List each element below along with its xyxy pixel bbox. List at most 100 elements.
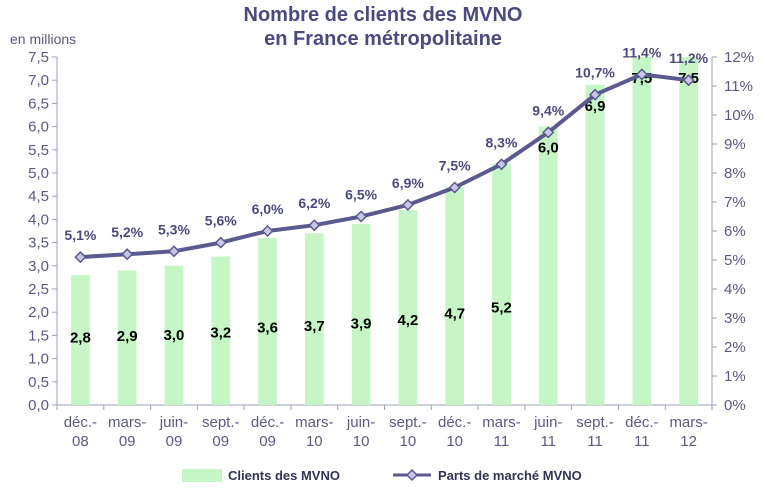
bar (585, 84, 605, 405)
y-tick-label: 3,5 (28, 235, 49, 252)
y-tick-label: 0,5 (28, 374, 49, 391)
y-tick-label: 4,5 (28, 188, 49, 205)
y2-tick-label: 2% (724, 339, 746, 356)
unit-label: en millions (10, 31, 76, 47)
bar-value-label: 4,7 (444, 306, 465, 323)
line-marker (401, 198, 414, 211)
x-tick-label-line2: 10 (306, 433, 323, 450)
line-marker (121, 248, 134, 261)
y-tick-label: 2,0 (28, 304, 49, 321)
x-ticks: déc.- 08 mars- 09 juin- 09 sept.- 09 déc.- 09 mars… (56, 405, 713, 450)
x-tick-label-line1: déc.- (64, 414, 97, 431)
bar (398, 210, 418, 405)
x-tick-label-line1: déc.- (625, 414, 658, 431)
x-tick-label-line1: sept.- (576, 414, 614, 431)
bar (258, 237, 277, 405)
line-value-label: 10,7% (575, 65, 615, 81)
x-tick-label-line1: déc.- (251, 414, 284, 431)
legend-marker (405, 468, 419, 482)
line-marker (308, 219, 321, 232)
y2-tick-label: 6% (724, 223, 746, 240)
bar (211, 256, 231, 405)
x-tick-label-line1: juin- (159, 414, 188, 431)
bar (632, 57, 652, 405)
y-tick-label: 1,5 (28, 327, 49, 344)
bar-value-label: 2,8 (70, 329, 91, 346)
x-tick-label-line2: 09 (119, 433, 136, 450)
x-tick-label-line1: juin- (346, 414, 375, 431)
line-value-label: 5,3% (158, 221, 190, 237)
bar (164, 265, 184, 405)
x-tick-label-line1: sept.- (202, 414, 240, 431)
y2-tick-label: 10% (724, 107, 754, 124)
line-value-label: 11,4% (622, 44, 661, 60)
line-marker (448, 181, 461, 194)
bar-value-label: 6,0 (538, 140, 559, 157)
y2-tick-label: 7% (724, 194, 746, 211)
x-tick-label-line2: 11 (587, 433, 603, 450)
y2-tick-label: 12% (724, 49, 754, 66)
bar (679, 57, 698, 405)
line-markers (74, 68, 695, 264)
x-tick-label-line2: 12 (680, 433, 697, 450)
line-marker (355, 210, 368, 223)
y2-tick-label: 11% (724, 78, 753, 95)
y-tick-label: 6,5 (28, 95, 49, 112)
line-marker (635, 68, 648, 81)
x-tick-label-line2: 08 (72, 433, 89, 450)
line-marker (74, 251, 87, 264)
chart-title-line2: en France métropolitaine (264, 28, 502, 50)
line-value-label: 5,6% (205, 213, 237, 229)
x-tick-label-line1: déc.- (438, 414, 471, 431)
y-ticks-left: 0,0 0,5 1,0 1,5 2,0 2,5 3,0 3,5 4,0 4,5 5,0 5,5 6,0 6… (28, 49, 57, 414)
line-marker (167, 245, 181, 258)
line-value-label: 5,1% (64, 227, 96, 243)
y-ticks-right: 0% 1% 2% 3% 4% 5% 6% 7% 8% 9% 10% 11% 12% (712, 49, 754, 414)
x-tick-label-line2: 11 (634, 433, 650, 450)
y2-tick-label: 1% (724, 368, 746, 385)
y-tick-label: 7,0 (28, 72, 49, 89)
bar (538, 126, 558, 405)
x-tick-label-line2: 11 (540, 433, 556, 450)
x-tick-label-line2: 10 (353, 433, 370, 450)
x-tick-label-line1: mars- (108, 414, 146, 431)
bar (304, 233, 324, 405)
bar-value-label: 3,2 (210, 324, 231, 341)
y-tick-label: 7,5 (28, 49, 49, 66)
line-marker (495, 158, 508, 171)
x-tick-label-line2: 09 (212, 433, 229, 450)
bar (71, 275, 90, 405)
y-tick-label: 3,0 (28, 258, 49, 275)
line-marker (214, 236, 227, 249)
x-tick-label-line1: juin- (533, 414, 562, 431)
bar (492, 163, 511, 405)
bar-value-label: 4,2 (397, 312, 418, 329)
y-tick-label: 2,5 (28, 281, 49, 298)
x-tick-label-line2: 10 (400, 433, 417, 450)
chart-title-line1: Nombre de clients des MVNO (244, 4, 523, 26)
bar-value-label: 3,6 (257, 319, 278, 336)
y2-tick-label: 3% (724, 310, 746, 327)
y2-tick-label: 9% (724, 136, 746, 153)
legend-label-line: Parts de marché MVNO (438, 468, 582, 483)
bar (117, 270, 137, 405)
market-share-line (80, 72, 689, 260)
line-value-label: 8,3% (486, 134, 518, 150)
line-marker (542, 126, 555, 139)
line-marker (588, 88, 602, 101)
bars (71, 57, 698, 405)
x-tick-label-line1: mars- (669, 414, 707, 431)
legend-swatch-bars (182, 469, 222, 482)
bar-value-label: 6,9 (585, 98, 606, 115)
y-tick-label: 5,0 (28, 165, 49, 182)
legend: Clients des MVNO Parts de marché MVNO (182, 468, 582, 483)
x-tick-label-line2: 11 (494, 433, 510, 450)
x-tick-label-line1: mars- (482, 414, 520, 431)
x-tick-label-line2: 10 (446, 433, 463, 450)
x-tick-label-line2: 09 (259, 433, 276, 450)
bar-labels: 2,82,93,03,23,63,73,94,24,75,26,06,97,57… (70, 70, 699, 346)
line-marker (682, 74, 695, 87)
axes (56, 57, 713, 406)
y-tick-label: 1,0 (28, 351, 49, 368)
